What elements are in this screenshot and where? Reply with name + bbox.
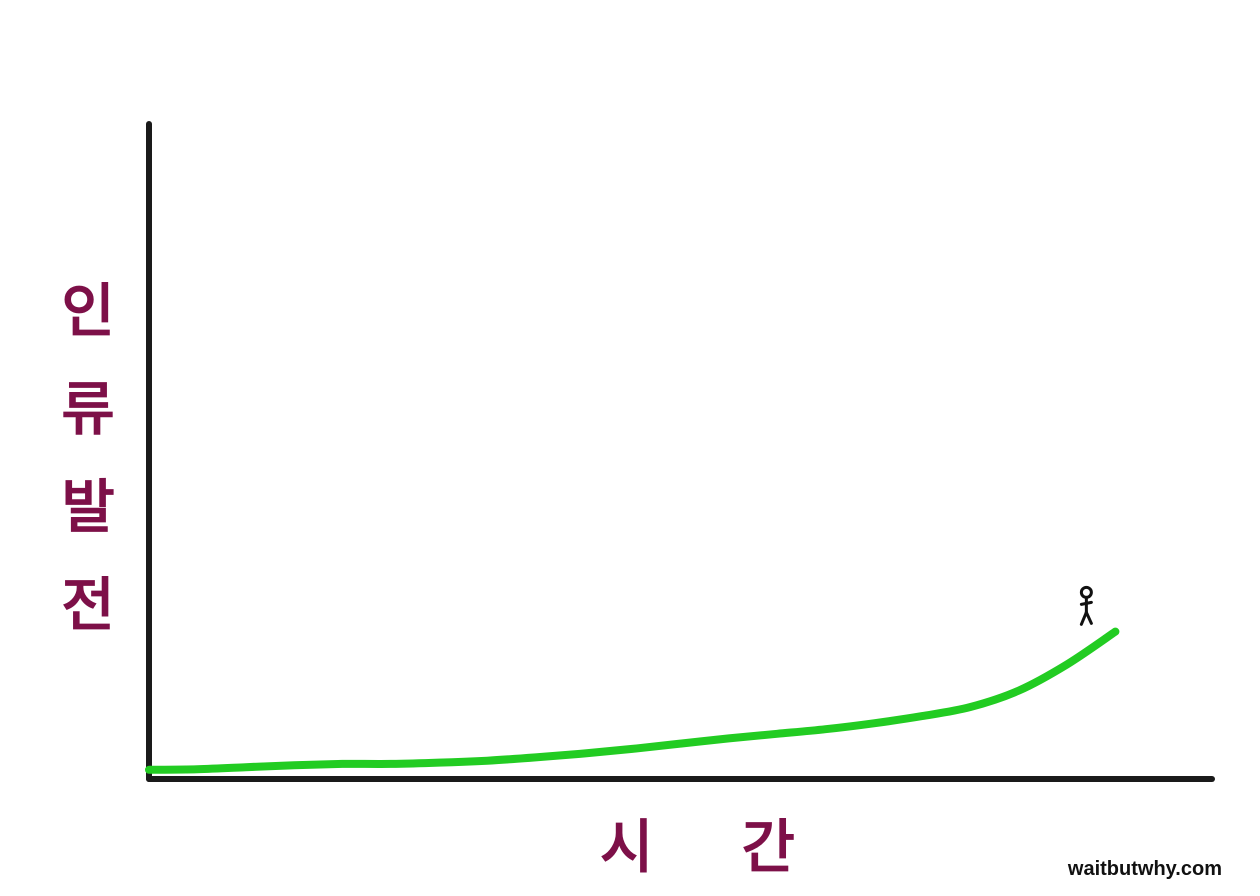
y-axis-label-char: 전 (61, 571, 115, 639)
stick-figure-leg-right (1084, 610, 1093, 625)
y-axis-label-char: 인 (61, 277, 115, 345)
stick-figure-leg-left (1079, 610, 1088, 626)
y-axis-label-char: 류 (61, 375, 115, 443)
series-line-progress (145, 627, 1120, 774)
y-axis-label-char: 발 (61, 473, 115, 541)
x-axis-label: 시 간 (600, 813, 829, 881)
stick-figure-arms (1079, 600, 1093, 606)
y-axis-label: 인 류 발 전 (48, 262, 128, 654)
source-credit: waitbutwhy.com (1067, 858, 1222, 880)
stick-figure-icon (1079, 585, 1093, 626)
